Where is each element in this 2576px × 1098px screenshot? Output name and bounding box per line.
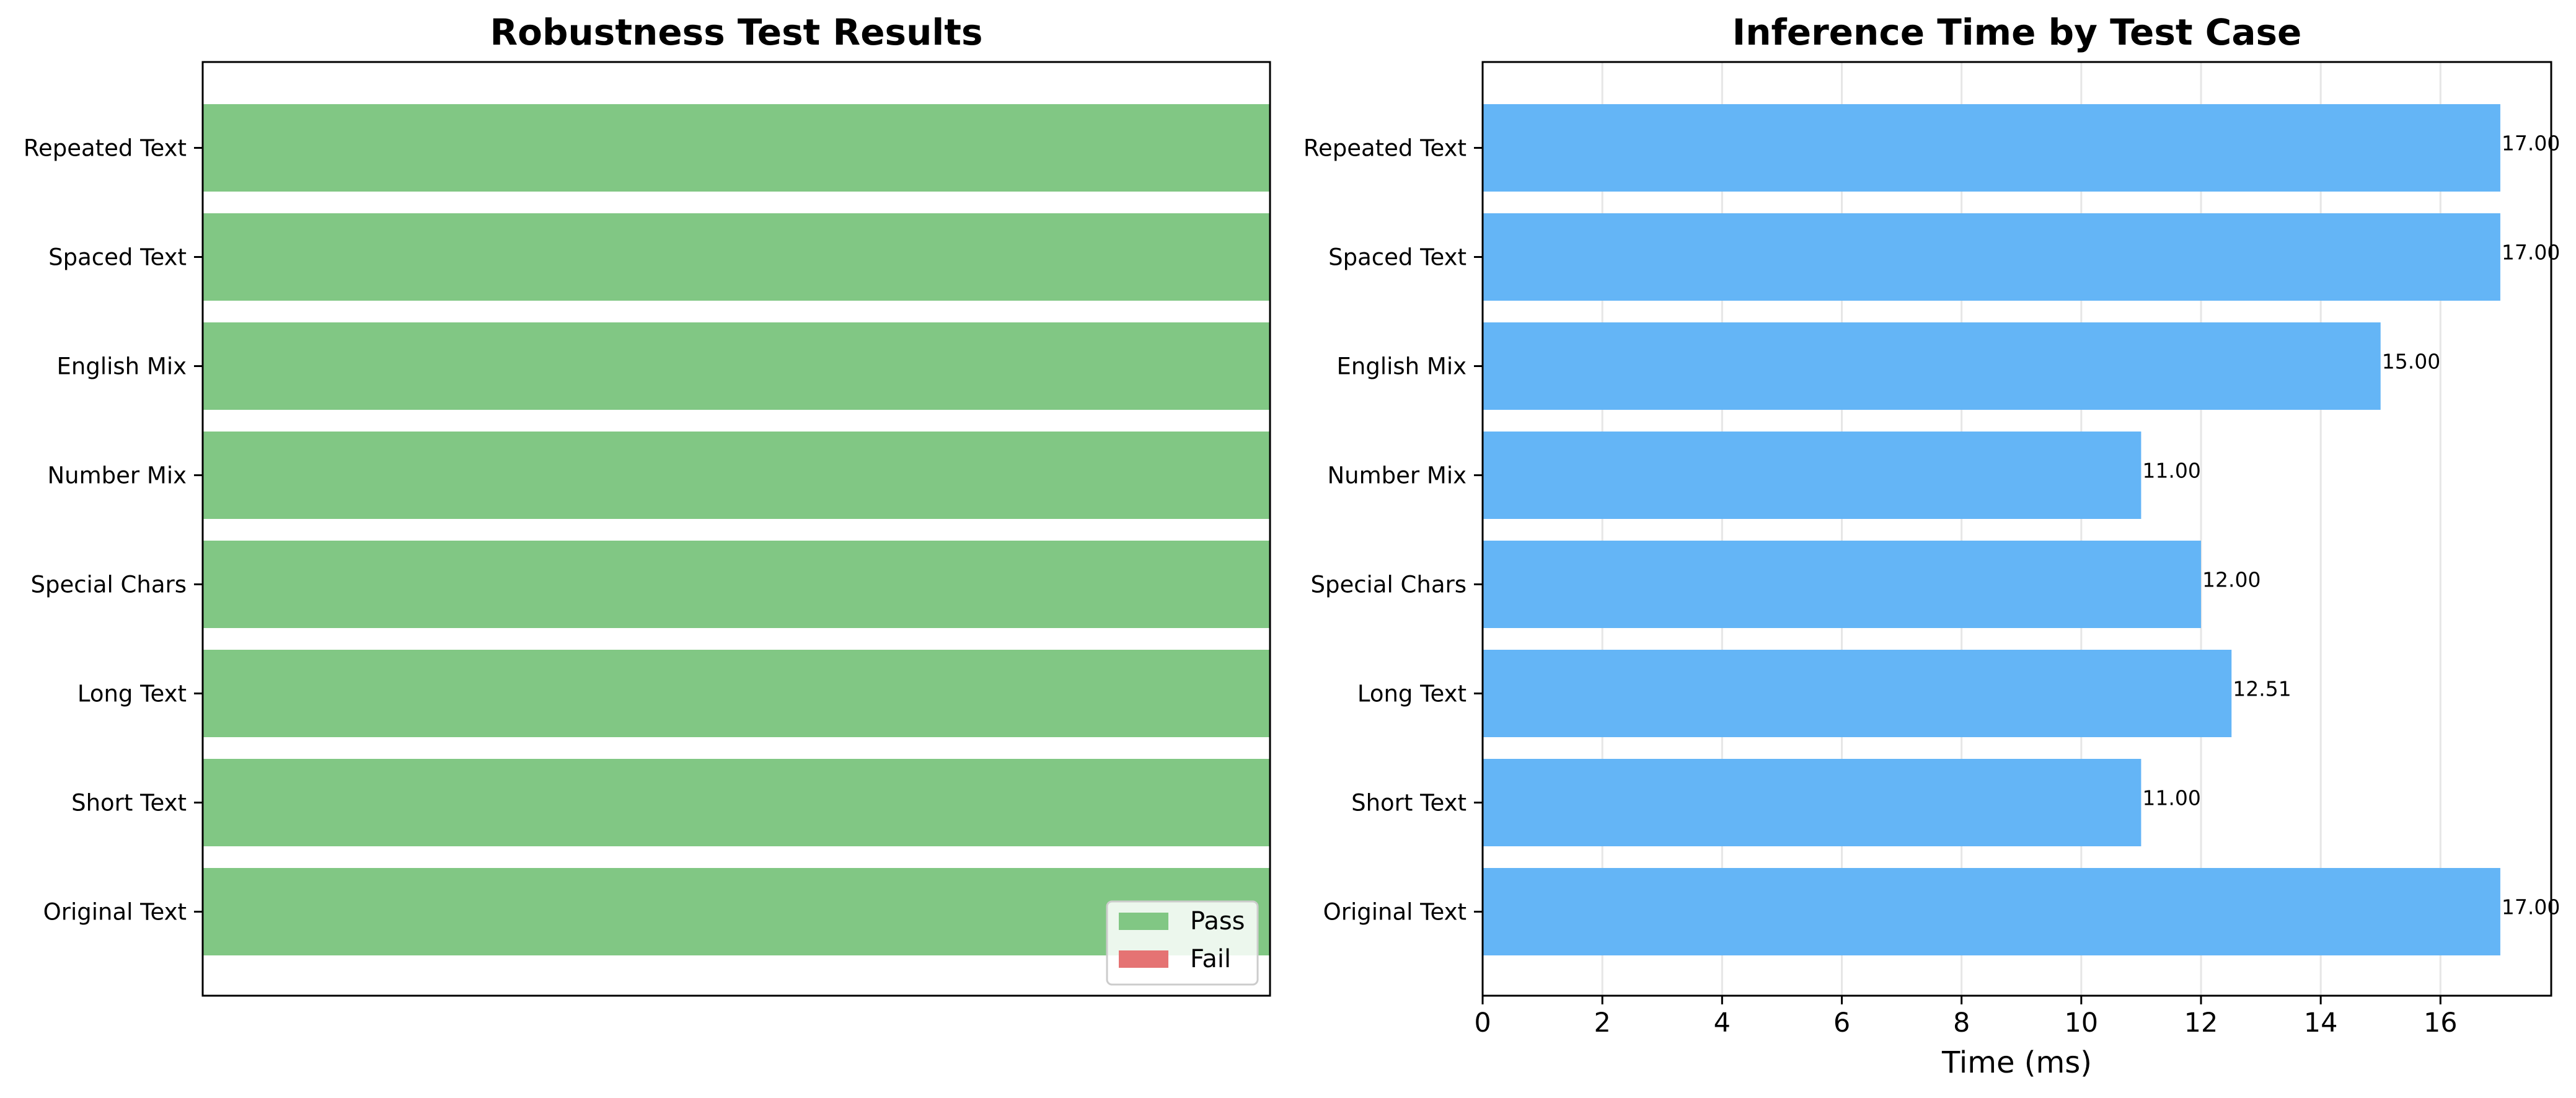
- y-tick-label-repeated-text: Repeated Text: [1303, 135, 1467, 162]
- inference-bars: [1483, 104, 2500, 955]
- inference-x-ticks: 0 2 4 6 8 10 12 14 16: [1474, 996, 2458, 1038]
- y-tick-label-special-chars: Special Chars: [30, 572, 187, 598]
- inference-x-axis-label: Time (ms): [1941, 1045, 2092, 1080]
- bar-time-short-text: [1483, 759, 2142, 846]
- bar-pass-english-mix: [203, 322, 1270, 410]
- bar-pass-special-chars: [203, 541, 1270, 628]
- robustness-chart-title: Robustness Test Results: [490, 11, 982, 53]
- x-tick-label-8: 8: [1953, 1007, 1970, 1038]
- bar-time-special-chars: [1483, 541, 2201, 628]
- bar-time-number-mix: [1483, 432, 2142, 519]
- robustness-bars: [203, 104, 1270, 955]
- y-tick-label-original-text: Original Text: [43, 899, 187, 926]
- x-tick-label-4: 4: [1714, 1007, 1731, 1038]
- x-tick-label-16: 16: [2424, 1007, 2458, 1038]
- x-tick-label-0: 0: [1474, 1007, 1491, 1038]
- y-tick-label-short-text: Short Text: [1351, 790, 1467, 817]
- bar-time-repeated-text: [1483, 104, 2500, 192]
- robustness-plot-frame: [201, 61, 1271, 997]
- bar-pass-long-text: [203, 650, 1270, 737]
- y-tick-label-long-text: Long Text: [1357, 681, 1467, 707]
- x-tick-label-14: 14: [2304, 1007, 2338, 1038]
- x-tick-label-12: 12: [2184, 1007, 2218, 1038]
- x-tick-label-10: 10: [2064, 1007, 2098, 1038]
- y-tick-label-english-mix: English Mix: [57, 353, 187, 380]
- bar-time-original-text: [1483, 868, 2500, 955]
- inference-time-chart: Inference Time by Test Case 17.0011.0012…: [1303, 11, 2560, 1080]
- value-label-long-text: 12.51: [2233, 677, 2291, 701]
- value-label-number-mix: 11.00: [2142, 459, 2200, 483]
- x-tick-label-6: 6: [1833, 1007, 1850, 1038]
- legend-label-fail: Fail: [1190, 945, 1231, 973]
- value-label-special-chars: 12.00: [2202, 568, 2261, 592]
- legend-label-pass: Pass: [1190, 907, 1245, 936]
- bar-pass-number-mix: [203, 432, 1270, 519]
- value-label-short-text: 11.00: [2142, 786, 2200, 810]
- y-tick-label-original-text: Original Text: [1323, 899, 1467, 926]
- inference-y-tick-labels: Original Text Short Text Long Text Special …: [1303, 135, 1483, 926]
- y-tick-label-special-chars: Special Chars: [1310, 572, 1467, 598]
- bar-pass-short-text: [203, 759, 1270, 846]
- robustness-chart: Robustness Test Results Original Text Sho…: [24, 11, 1271, 997]
- bar-pass-spaced-text: [203, 213, 1270, 301]
- y-tick-label-spaced-text: Spaced Text: [48, 244, 187, 271]
- bar-time-long-text: [1483, 650, 2232, 737]
- legend-swatch-pass: [1119, 913, 1168, 930]
- value-label-english-mix: 15.00: [2382, 350, 2440, 374]
- legend-swatch-fail: [1119, 950, 1168, 968]
- inference-plot-frame: [1481, 61, 2552, 997]
- y-tick-label-short-text: Short Text: [71, 790, 187, 817]
- y-tick-label-long-text: Long Text: [77, 681, 187, 707]
- x-tick-label-2: 2: [1594, 1007, 1610, 1038]
- y-tick-label-number-mix: Number Mix: [1328, 463, 1467, 489]
- bar-pass-original-text: [203, 868, 1270, 955]
- bar-time-english-mix: [1483, 322, 2381, 410]
- y-tick-label-english-mix: English Mix: [1337, 353, 1467, 380]
- y-tick-label-number-mix: Number Mix: [48, 463, 187, 489]
- robustness-y-tick-labels: Original Text Short Text Long Text Special …: [24, 135, 203, 926]
- inference-chart-title: Inference Time by Test Case: [1732, 11, 2302, 53]
- inference-grid: [1481, 62, 2441, 996]
- legend: Pass Fail: [1106, 900, 1259, 986]
- bar-pass-repeated-text: [203, 104, 1270, 192]
- bar-time-spaced-text: [1483, 213, 2500, 301]
- y-tick-label-repeated-text: Repeated Text: [24, 135, 187, 162]
- y-tick-label-spaced-text: Spaced Text: [1328, 244, 1467, 271]
